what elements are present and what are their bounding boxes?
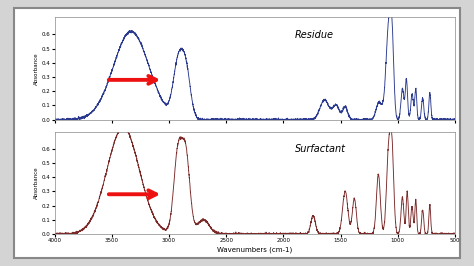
X-axis label: Wavenumbers (cm-1): Wavenumbers (cm-1)	[217, 246, 292, 252]
Text: Surfactant: Surfactant	[295, 144, 346, 154]
Y-axis label: Absorbance: Absorbance	[34, 167, 39, 199]
Y-axis label: Absorbance: Absorbance	[34, 52, 39, 85]
Text: Residue: Residue	[295, 30, 334, 40]
